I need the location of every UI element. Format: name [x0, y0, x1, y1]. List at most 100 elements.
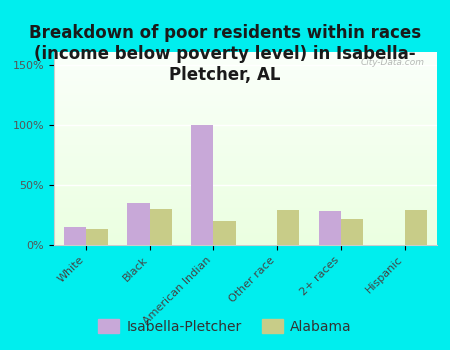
- Bar: [54, 99, 436, 100]
- Bar: [54, 168, 436, 170]
- Bar: [54, 93, 436, 95]
- Bar: [54, 216, 436, 218]
- Bar: [54, 243, 436, 245]
- Bar: [54, 206, 436, 208]
- Bar: [54, 237, 436, 239]
- Bar: [54, 150, 436, 153]
- Bar: [63, 227, 86, 245]
- Bar: [54, 224, 436, 226]
- Bar: [54, 214, 436, 216]
- Bar: [54, 100, 436, 103]
- Bar: [54, 177, 436, 180]
- Bar: [54, 203, 436, 204]
- Bar: [54, 172, 436, 174]
- Bar: [54, 233, 436, 235]
- Bar: [54, 116, 436, 118]
- Bar: [54, 162, 436, 164]
- Bar: [54, 230, 436, 232]
- Text: Breakdown of poor residents within races
(income below poverty level) in Isabell: Breakdown of poor residents within races…: [29, 25, 421, 84]
- Bar: [341, 218, 363, 245]
- Bar: [54, 180, 436, 181]
- Bar: [86, 229, 108, 245]
- Bar: [54, 235, 436, 237]
- Bar: [54, 133, 436, 135]
- Bar: [54, 68, 436, 70]
- Bar: [54, 226, 436, 228]
- Bar: [54, 232, 436, 233]
- Bar: [54, 87, 436, 89]
- Bar: [54, 89, 436, 91]
- Bar: [54, 195, 436, 197]
- Bar: [54, 191, 436, 193]
- Bar: [54, 218, 436, 220]
- Bar: [54, 193, 436, 195]
- Bar: [54, 145, 436, 147]
- Bar: [54, 143, 436, 145]
- Bar: [54, 187, 436, 189]
- Bar: [54, 127, 436, 130]
- Legend: Isabella-Pletcher, Alabama: Isabella-Pletcher, Alabama: [93, 314, 357, 340]
- Bar: [54, 149, 436, 150]
- Bar: [54, 126, 436, 127]
- Bar: [54, 70, 436, 72]
- Bar: [54, 204, 436, 206]
- Bar: [54, 170, 436, 172]
- Bar: [54, 176, 436, 177]
- Bar: [54, 241, 436, 243]
- Bar: [54, 122, 436, 124]
- Bar: [54, 153, 436, 154]
- Bar: [54, 154, 436, 156]
- Bar: [54, 124, 436, 126]
- Bar: [54, 189, 436, 191]
- Bar: [54, 97, 436, 99]
- Bar: [54, 212, 436, 214]
- Bar: [54, 58, 436, 60]
- Bar: [54, 208, 436, 210]
- Bar: [54, 185, 436, 187]
- Bar: [54, 85, 436, 87]
- Bar: [54, 141, 436, 143]
- Bar: [54, 147, 436, 149]
- Bar: [319, 211, 341, 245]
- Bar: [54, 74, 436, 76]
- Bar: [54, 54, 436, 56]
- Bar: [54, 79, 436, 81]
- Bar: [54, 77, 436, 79]
- Bar: [191, 125, 213, 245]
- Bar: [54, 95, 436, 97]
- Bar: [54, 158, 436, 160]
- Bar: [54, 228, 436, 230]
- Bar: [54, 112, 436, 114]
- Bar: [54, 103, 436, 104]
- Bar: [54, 81, 436, 83]
- Bar: [54, 199, 436, 201]
- Bar: [54, 222, 436, 224]
- Bar: [54, 72, 436, 74]
- Bar: [54, 160, 436, 162]
- Bar: [54, 197, 436, 199]
- Bar: [54, 106, 436, 108]
- Bar: [127, 203, 149, 245]
- Bar: [54, 156, 436, 158]
- Bar: [54, 110, 436, 112]
- Bar: [54, 108, 436, 110]
- Bar: [54, 91, 436, 93]
- Bar: [54, 174, 436, 176]
- Bar: [54, 114, 436, 116]
- Bar: [54, 183, 436, 186]
- Bar: [54, 60, 436, 62]
- Bar: [54, 181, 436, 183]
- Bar: [54, 64, 436, 66]
- Bar: [54, 137, 436, 139]
- Bar: [149, 209, 172, 245]
- Bar: [54, 220, 436, 222]
- Bar: [54, 83, 436, 85]
- Bar: [54, 166, 436, 168]
- Bar: [54, 118, 436, 120]
- Bar: [54, 66, 436, 68]
- Bar: [405, 210, 427, 245]
- Bar: [54, 139, 436, 141]
- Text: City-Data.com: City-Data.com: [361, 58, 425, 67]
- Bar: [54, 56, 436, 58]
- Bar: [54, 130, 436, 131]
